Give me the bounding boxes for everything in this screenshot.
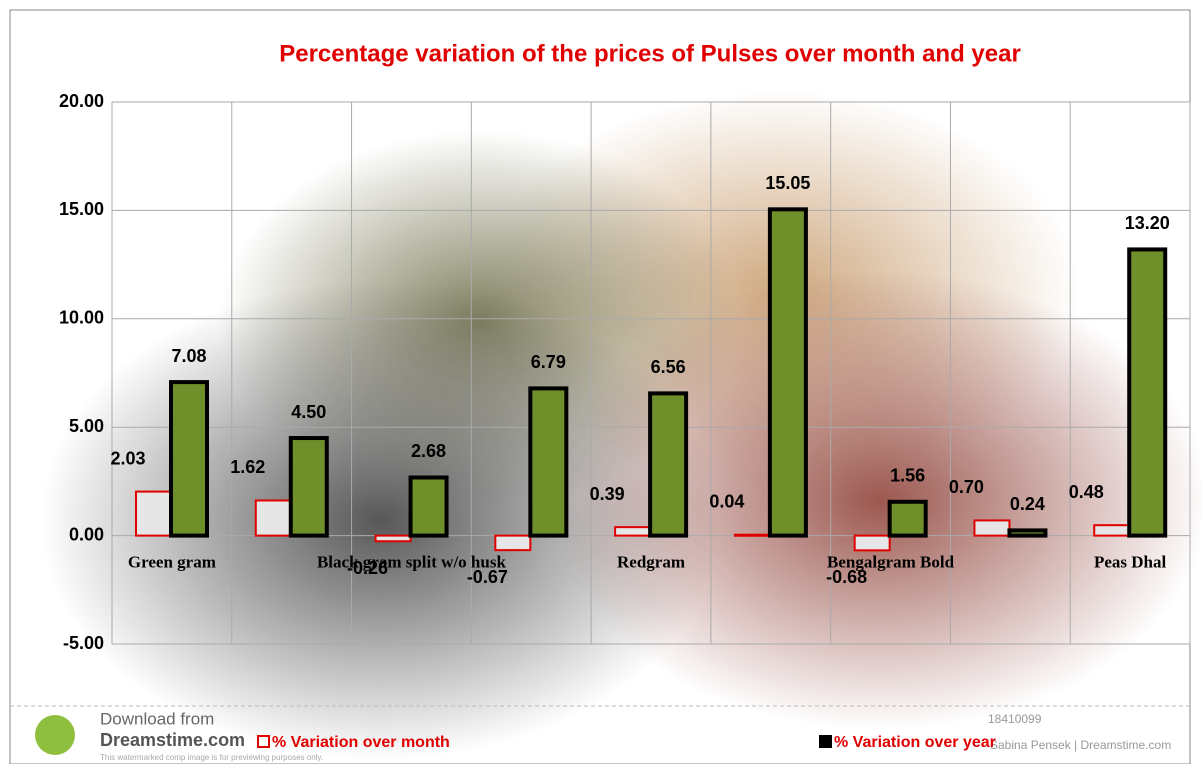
x-tick-label: Green gram [128,553,216,572]
value-label: 0.39 [590,484,625,504]
legend-swatch [819,735,832,748]
value-label: 13.20 [1125,213,1170,233]
bar [288,436,329,538]
value-label: 6.56 [651,357,686,377]
legend-label: % Variation over year [834,734,996,751]
y-tick-label: 10.00 [59,308,104,328]
bar [528,386,569,538]
value-label: 4.50 [291,402,326,422]
bar [887,499,928,538]
bar [648,391,689,538]
y-tick-label: -5.00 [63,633,104,653]
y-tick-label: 15.00 [59,199,104,219]
value-label: -0.68 [826,567,867,587]
bar [408,475,449,538]
watermark-text: Download from [100,709,214,728]
value-label: 0.70 [949,477,984,497]
bar [614,526,652,537]
bar [733,533,771,537]
watermark-credit: Sabina Pensek | Dreamstime.com [990,738,1171,752]
bar [169,380,209,538]
value-label: 6.79 [531,352,566,372]
bar [973,519,1011,537]
x-tick-label: Black gram split w/o husk [317,553,506,572]
x-tick-label: Redgram [617,553,685,572]
watermark-id: 18410099 [988,712,1042,726]
bar [1127,247,1168,538]
y-tick-label: 20.00 [59,91,104,111]
bar [374,534,412,543]
bar [1007,528,1048,538]
watermark-text: This watermarked comp image is for previ… [100,753,323,762]
value-label: 0.04 [709,491,744,511]
y-tick-label: 0.00 [69,524,104,544]
watermark-logo [35,715,75,755]
value-label: 7.08 [171,346,206,366]
value-label: 2.03 [110,448,145,468]
value-label: 2.68 [411,441,446,461]
value-label: 15.05 [765,173,810,193]
value-label: 1.62 [230,457,265,477]
value-label: -0.67 [467,567,508,587]
legend-label: % Variation over month [272,734,450,751]
value-label: 0.24 [1010,494,1045,514]
value-label: 0.48 [1069,482,1104,502]
bar [853,534,891,552]
bar [767,207,808,538]
bar [254,499,292,537]
x-tick-label: Peas Dhal [1094,553,1167,572]
value-label: -0.26 [347,558,388,578]
bar [1093,524,1131,537]
legend-swatch [257,735,270,748]
bar [494,534,532,552]
chart-title: Percentage variation of the prices of Pu… [279,40,1021,67]
value-label: 1.56 [890,466,925,486]
x-tick-label: Bengalgram Bold [827,553,955,572]
bar [135,490,172,537]
watermark-text: Dreamstime.com [100,730,245,750]
y-tick-label: 5.00 [69,416,104,436]
